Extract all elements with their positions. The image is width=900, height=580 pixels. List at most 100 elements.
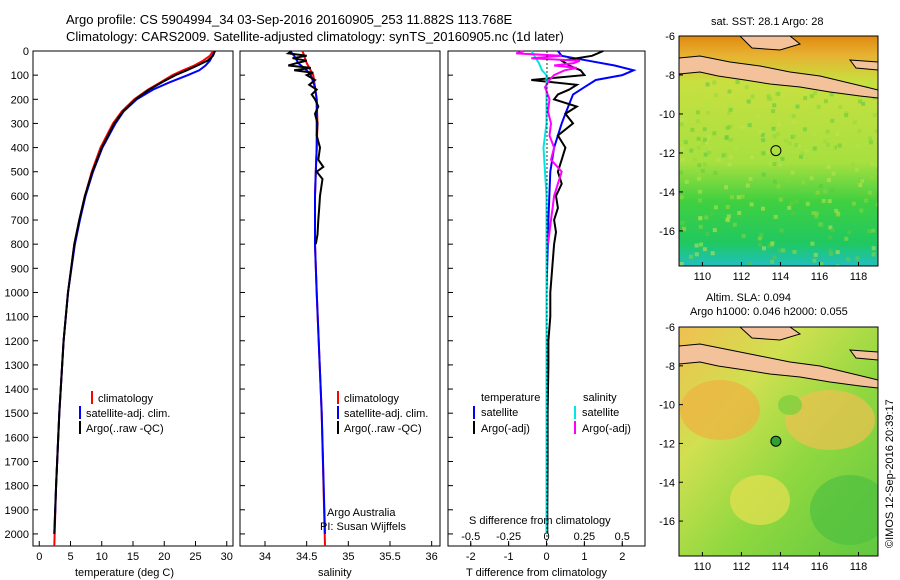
legend-label-satellite: satellite-adj. clim. bbox=[86, 408, 170, 420]
sst-pixel bbox=[695, 83, 700, 88]
sst-pixel bbox=[867, 229, 872, 234]
sst-pixel bbox=[823, 139, 828, 144]
sst-pixel bbox=[712, 228, 717, 233]
imos-credit: ©IMOS 12-Sep-2016 20:39:17 bbox=[884, 399, 896, 548]
sst-pixel bbox=[835, 131, 840, 136]
x-tick-label: 34 bbox=[259, 551, 271, 563]
sst-pixel bbox=[830, 188, 834, 193]
depth-tick-label: 100 bbox=[11, 70, 29, 82]
sst-pixel bbox=[813, 111, 818, 116]
sst-pixel bbox=[680, 220, 685, 225]
sst-pixel bbox=[847, 230, 852, 235]
sst-pixel bbox=[708, 147, 713, 151]
sst-pixel bbox=[804, 148, 809, 153]
sst-pixel bbox=[816, 104, 821, 109]
sst-pixel bbox=[679, 122, 684, 127]
depth-tick-label: 1300 bbox=[5, 360, 29, 372]
sst-pixel bbox=[814, 214, 819, 219]
annotation-argo-australia: Argo Australia bbox=[327, 507, 396, 519]
sst-pixel bbox=[776, 132, 781, 136]
sst-pixel bbox=[862, 111, 867, 116]
sst-map-frame bbox=[678, 35, 879, 267]
sst-pixel bbox=[800, 151, 805, 156]
sst-pixel bbox=[803, 96, 808, 101]
sla-map bbox=[679, 327, 878, 556]
depth-tick-label: 200 bbox=[11, 94, 29, 106]
depth-tick-label: 1500 bbox=[5, 408, 29, 420]
sst-pixel bbox=[819, 262, 824, 266]
temperature-axis-label: temperature (deg C) bbox=[75, 567, 174, 579]
sst-pixel bbox=[766, 94, 771, 98]
sla-map-frame bbox=[678, 326, 879, 557]
x-tick-label: -1 bbox=[504, 551, 514, 563]
sst-pixel bbox=[869, 175, 874, 180]
sst-pixel bbox=[712, 131, 717, 136]
sst-pixel bbox=[829, 92, 834, 97]
sst-pixel bbox=[858, 183, 863, 188]
depth-tick-label: 1000 bbox=[5, 287, 29, 299]
sst-pixel bbox=[730, 195, 735, 200]
sst-pixel bbox=[794, 199, 799, 204]
sst-pixel bbox=[826, 178, 831, 183]
bali-coast bbox=[848, 349, 878, 361]
x-tick-label: 0 bbox=[543, 551, 549, 563]
sst-pixel bbox=[696, 136, 701, 141]
lat-tick-label: -16 bbox=[659, 226, 675, 238]
x-tick-label: 0.25 bbox=[574, 531, 595, 543]
sst-pixel bbox=[706, 135, 711, 140]
sst-pixel bbox=[732, 222, 737, 227]
x-tick-label: 36 bbox=[426, 551, 438, 563]
legend-label-satellite: satellite-adj. clim. bbox=[344, 408, 428, 420]
sst-pixel bbox=[702, 127, 707, 132]
sst-pixel bbox=[725, 205, 730, 209]
sst-pixel bbox=[682, 114, 687, 118]
sst-pixel bbox=[697, 163, 702, 168]
depth-tick-label: 800 bbox=[11, 239, 29, 251]
sst-pixel bbox=[870, 162, 875, 167]
sst-pixel bbox=[813, 91, 818, 96]
salinity-axis-label: salinity bbox=[318, 567, 352, 579]
depth-tick-label: 0 bbox=[23, 46, 29, 58]
sst-pixel bbox=[679, 195, 684, 200]
temperature-series bbox=[53, 50, 216, 547]
lat-tick-label: -12 bbox=[659, 438, 675, 450]
sst-pixel bbox=[871, 228, 876, 233]
sst-pixel bbox=[875, 168, 878, 173]
lat-tick-label: -16 bbox=[659, 516, 675, 528]
sst-pixel bbox=[792, 120, 797, 125]
x-tick-label: 34.5 bbox=[296, 551, 317, 563]
sst-pixel bbox=[792, 134, 797, 139]
sst-pixel bbox=[724, 185, 729, 190]
sst-pixel bbox=[829, 97, 834, 102]
sst-pixel bbox=[829, 252, 833, 256]
sst-pixel bbox=[778, 248, 783, 253]
sst-pixel bbox=[867, 190, 872, 195]
x-tick-label: 2 bbox=[619, 551, 625, 563]
sst-pixel bbox=[814, 211, 819, 216]
sst-pixel bbox=[723, 152, 728, 157]
series-line bbox=[53, 50, 216, 534]
sst-pixel bbox=[698, 224, 703, 229]
sst-pixel bbox=[712, 80, 717, 85]
sst-pixel bbox=[699, 242, 704, 247]
difference-series-line bbox=[545, 50, 637, 534]
sst-pixel bbox=[772, 134, 777, 139]
x-tick-label: 35 bbox=[342, 551, 354, 563]
sst-pixel bbox=[795, 104, 800, 109]
sst-pixel bbox=[707, 150, 712, 155]
sst-pixel bbox=[747, 123, 752, 128]
sst-pixel bbox=[831, 171, 836, 176]
sst-pixel bbox=[716, 158, 721, 162]
sst-pixel bbox=[689, 148, 694, 153]
lat-tick-label: -6 bbox=[665, 31, 675, 43]
sst-pixel bbox=[876, 198, 878, 203]
sst-map bbox=[679, 36, 878, 266]
lat-tick-label: -14 bbox=[659, 477, 675, 489]
sst-pixel bbox=[812, 132, 817, 137]
sst-pixel bbox=[736, 195, 741, 200]
sst-pixel bbox=[702, 137, 707, 142]
sst-pixel bbox=[772, 103, 777, 108]
sst-pixel bbox=[733, 145, 738, 150]
sst-pixel bbox=[828, 248, 833, 253]
sst-pixel bbox=[838, 105, 843, 109]
